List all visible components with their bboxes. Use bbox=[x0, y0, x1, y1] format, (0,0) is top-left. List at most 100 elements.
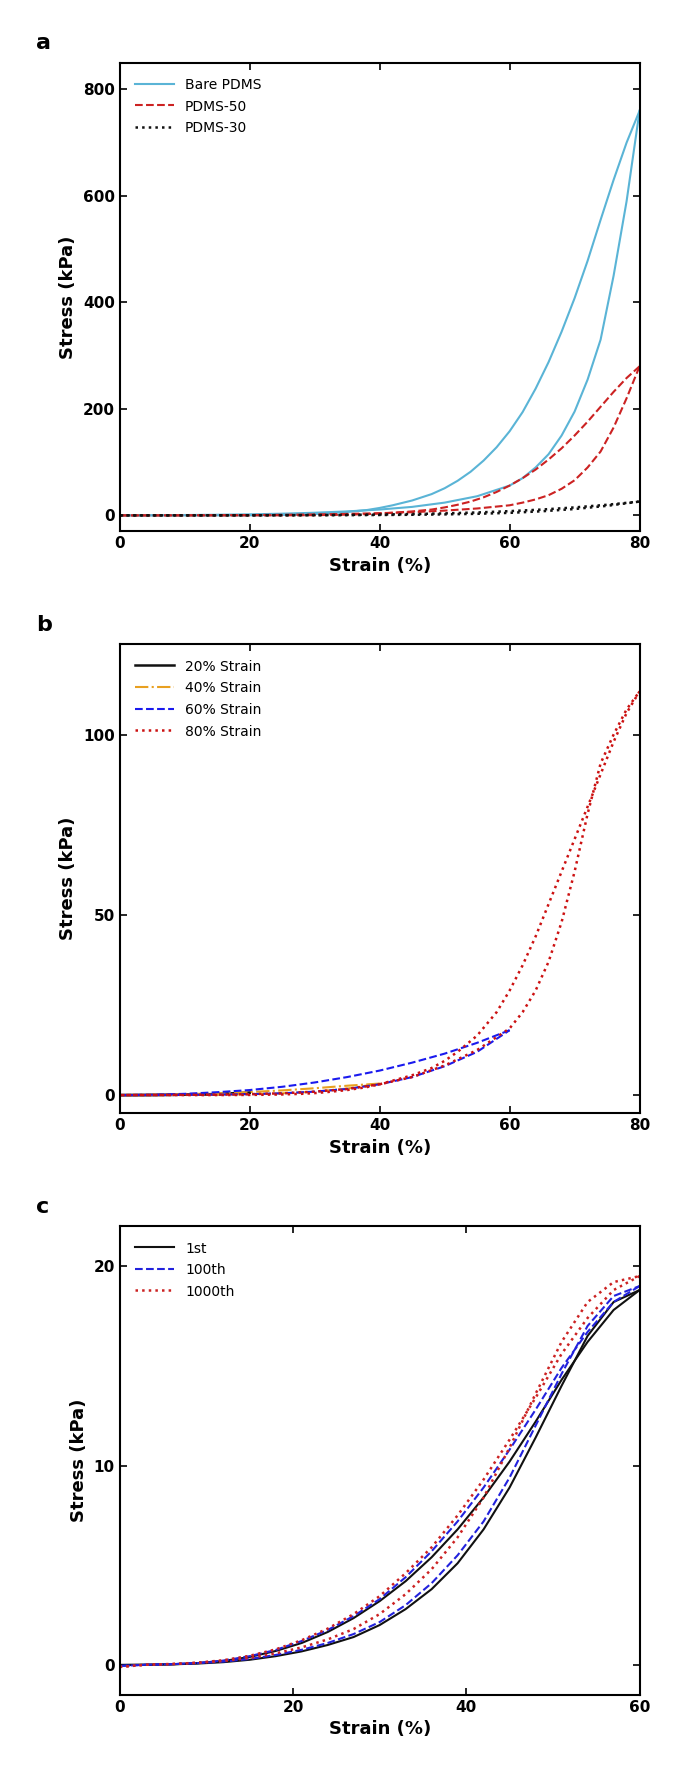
PDMS-50 bbox=[245, 504, 253, 525]
60% Strain bbox=[116, 1085, 124, 1106]
PDMS-50 bbox=[181, 505, 189, 527]
40% Strain bbox=[148, 1085, 156, 1106]
1000th bbox=[453, 1527, 462, 1548]
1st bbox=[610, 1291, 618, 1312]
1000th bbox=[558, 1332, 566, 1353]
1st bbox=[245, 1649, 253, 1670]
1st bbox=[168, 1654, 176, 1675]
40% Strain bbox=[116, 1085, 124, 1106]
1000th bbox=[194, 1652, 202, 1674]
Bare PDMS bbox=[506, 475, 514, 496]
1st bbox=[453, 1553, 462, 1574]
20% Strain bbox=[116, 1085, 124, 1106]
Legend: Bare PDMS, PDMS-50, PDMS-30: Bare PDMS, PDMS-50, PDMS-30 bbox=[127, 69, 270, 144]
100th bbox=[401, 1594, 410, 1615]
PDMS-50 bbox=[545, 484, 553, 505]
1000th bbox=[636, 1266, 644, 1287]
1000th bbox=[375, 1603, 384, 1624]
Bare PDMS bbox=[584, 369, 592, 390]
80% Strain bbox=[310, 1082, 319, 1103]
20% Strain bbox=[194, 1083, 202, 1105]
X-axis label: Strain (%): Strain (%) bbox=[329, 1720, 431, 1738]
PDMS-30 bbox=[213, 505, 221, 527]
80% Strain bbox=[375, 1074, 384, 1096]
PDMS-50 bbox=[506, 495, 514, 516]
Bare PDMS bbox=[623, 190, 631, 211]
40% Strain bbox=[343, 1078, 351, 1099]
Bare PDMS bbox=[440, 491, 449, 512]
80% Strain bbox=[571, 862, 579, 883]
1st bbox=[349, 1626, 358, 1647]
100th bbox=[558, 1363, 566, 1385]
PDMS-30 bbox=[343, 505, 351, 527]
Y-axis label: Stress (kPa): Stress (kPa) bbox=[60, 817, 77, 940]
PDMS-50 bbox=[532, 489, 540, 511]
1st bbox=[375, 1615, 384, 1636]
20% Strain bbox=[129, 1085, 137, 1106]
80% Strain bbox=[440, 1055, 449, 1076]
PDMS-30 bbox=[473, 504, 482, 525]
Bare PDMS bbox=[636, 99, 644, 121]
100th bbox=[271, 1644, 279, 1665]
PDMS-50 bbox=[597, 441, 605, 463]
80% Strain bbox=[636, 681, 644, 702]
Bare PDMS bbox=[408, 496, 416, 518]
1st bbox=[142, 1654, 150, 1675]
80% Strain bbox=[213, 1083, 221, 1105]
PDMS-50 bbox=[636, 356, 644, 378]
80% Strain bbox=[532, 980, 540, 1002]
PDMS-30 bbox=[116, 505, 124, 527]
Text: c: c bbox=[36, 1197, 50, 1216]
80% Strain bbox=[558, 911, 566, 933]
Y-axis label: Stress (kPa): Stress (kPa) bbox=[59, 236, 77, 358]
Legend: 1st, 100th, 1000th: 1st, 100th, 1000th bbox=[127, 1234, 242, 1307]
Line: PDMS-30: PDMS-30 bbox=[120, 502, 640, 516]
1st bbox=[479, 1519, 488, 1541]
1st bbox=[401, 1599, 410, 1621]
PDMS-30 bbox=[375, 504, 384, 525]
Y-axis label: Stress (kPa): Stress (kPa) bbox=[70, 1399, 88, 1523]
Bare PDMS bbox=[181, 504, 189, 525]
1000th bbox=[297, 1636, 306, 1658]
Bare PDMS bbox=[571, 401, 579, 422]
1000th bbox=[245, 1647, 253, 1668]
20% Strain bbox=[207, 1083, 215, 1105]
Bare PDMS bbox=[597, 330, 605, 351]
PDMS-50 bbox=[584, 457, 592, 479]
PDMS-50 bbox=[408, 502, 416, 523]
1000th bbox=[349, 1619, 358, 1640]
PDMS-50 bbox=[116, 505, 124, 527]
Bare PDMS bbox=[558, 426, 566, 447]
80% Strain bbox=[343, 1078, 351, 1099]
1st bbox=[297, 1640, 306, 1661]
PDMS-50 bbox=[610, 417, 618, 438]
80% Strain bbox=[545, 950, 553, 972]
60% Strain bbox=[278, 1083, 286, 1105]
1st bbox=[506, 1477, 514, 1498]
Bare PDMS bbox=[532, 457, 540, 479]
Bare PDMS bbox=[148, 505, 156, 527]
80% Strain bbox=[610, 723, 618, 745]
PDMS-30 bbox=[148, 505, 156, 527]
Line: 40% Strain: 40% Strain bbox=[120, 1083, 379, 1096]
20% Strain bbox=[219, 1083, 227, 1105]
40% Strain bbox=[375, 1073, 384, 1094]
1st bbox=[584, 1324, 592, 1346]
40% Strain bbox=[278, 1083, 286, 1105]
Line: 60% Strain: 60% Strain bbox=[120, 1030, 510, 1096]
Bare PDMS bbox=[610, 266, 618, 287]
PDMS-30 bbox=[245, 505, 253, 527]
Line: 100th: 100th bbox=[120, 1285, 640, 1667]
1st bbox=[194, 1652, 202, 1674]
80% Strain bbox=[473, 1039, 482, 1060]
40% Strain bbox=[213, 1083, 221, 1105]
100th bbox=[506, 1466, 514, 1488]
1000th bbox=[142, 1654, 150, 1675]
Line: Bare PDMS: Bare PDMS bbox=[120, 110, 640, 516]
20% Strain bbox=[168, 1085, 176, 1106]
40% Strain bbox=[310, 1082, 319, 1103]
80% Strain bbox=[278, 1083, 286, 1105]
Bare PDMS bbox=[245, 504, 253, 525]
PDMS-50 bbox=[213, 505, 221, 527]
Bare PDMS bbox=[213, 504, 221, 525]
